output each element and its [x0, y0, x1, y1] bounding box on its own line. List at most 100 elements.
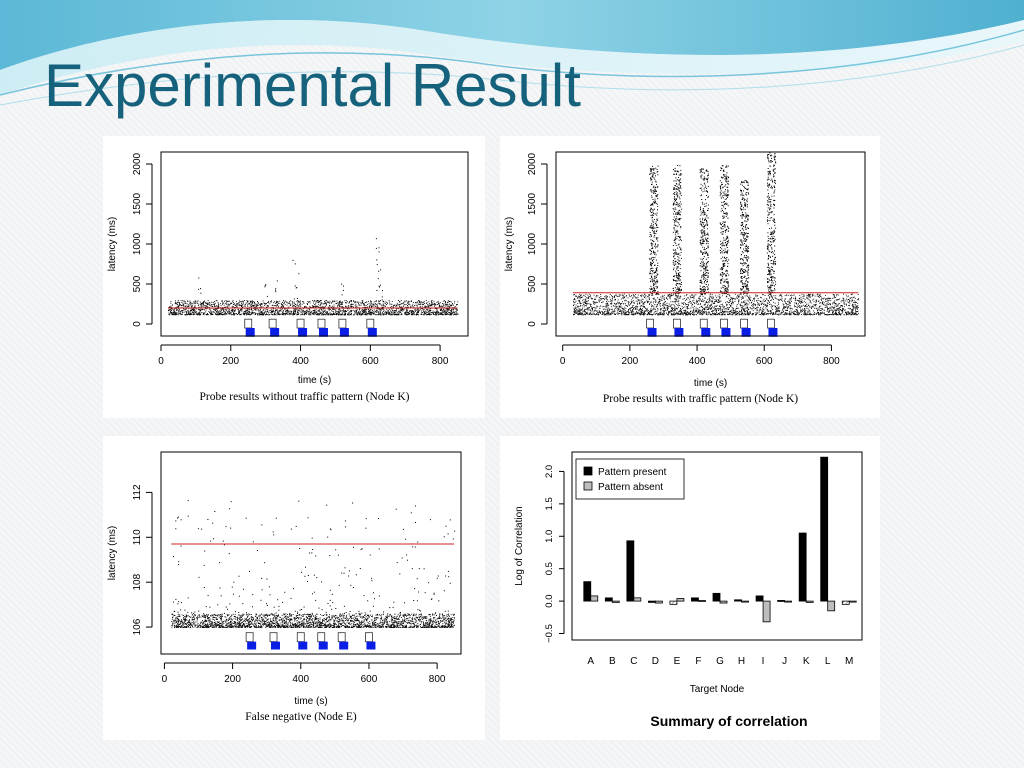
data-point	[851, 311, 853, 313]
data-point	[606, 313, 607, 314]
data-point	[573, 303, 575, 305]
data-point	[307, 311, 309, 312]
data-point	[665, 310, 667, 311]
data-point	[797, 307, 799, 309]
data-point	[845, 313, 847, 315]
data-point	[719, 301, 721, 303]
data-point	[385, 303, 386, 305]
data-point	[217, 302, 219, 304]
data-point	[701, 301, 702, 303]
data-point	[203, 301, 205, 303]
data-point	[593, 307, 595, 308]
data-point	[798, 313, 800, 315]
data-point	[404, 312, 405, 314]
data-point	[428, 313, 430, 315]
data-point	[278, 305, 279, 307]
data-point	[697, 311, 699, 313]
data-point	[401, 309, 403, 310]
data-point	[721, 312, 723, 313]
data-point	[713, 302, 715, 304]
data-point	[577, 309, 578, 311]
data-point	[675, 313, 677, 314]
data-point	[377, 308, 379, 310]
data-point	[628, 301, 629, 303]
data-point	[322, 310, 324, 312]
data-point	[261, 311, 262, 313]
data-point	[596, 310, 598, 312]
data-point	[436, 314, 437, 316]
data-point	[625, 296, 627, 298]
data-point	[770, 313, 771, 315]
data-point	[705, 312, 707, 314]
data-point	[688, 312, 690, 314]
data-point	[745, 303, 747, 305]
data-point	[825, 314, 827, 315]
data-point	[746, 303, 748, 304]
data-point	[698, 297, 700, 299]
data-point	[370, 300, 371, 302]
data-point	[393, 313, 395, 315]
data-point	[842, 307, 844, 309]
data-point	[573, 311, 575, 313]
data-point	[249, 306, 251, 308]
data-point	[211, 304, 213, 306]
data-point	[789, 308, 791, 310]
data-point	[426, 311, 428, 313]
data-point	[786, 313, 788, 315]
data-point	[429, 309, 431, 311]
data-point	[403, 304, 405, 306]
data-point	[212, 304, 214, 305]
data-point	[430, 312, 432, 313]
data-point	[699, 313, 701, 315]
data-point	[588, 303, 590, 305]
data-point	[360, 312, 362, 314]
data-point	[696, 309, 697, 311]
data-point	[777, 308, 779, 310]
data-point	[428, 313, 429, 315]
data-point	[700, 300, 702, 301]
data-point	[778, 310, 780, 312]
data-point	[375, 300, 377, 302]
data-point	[708, 305, 710, 307]
data-point	[250, 304, 252, 306]
data-point	[622, 310, 624, 312]
data-point	[445, 305, 447, 307]
data-point	[624, 303, 626, 304]
data-point	[384, 305, 386, 307]
data-point	[605, 304, 607, 306]
data-point	[311, 312, 313, 314]
data-point	[293, 308, 295, 310]
data-point	[774, 312, 776, 314]
data-point	[703, 300, 705, 301]
data-point	[193, 314, 195, 316]
data-point	[616, 312, 618, 314]
data-point	[455, 308, 457, 310]
data-point	[640, 300, 642, 302]
data-point	[668, 305, 670, 307]
data-point	[262, 314, 264, 316]
data-point	[693, 296, 695, 298]
data-point	[735, 312, 737, 314]
data-point	[591, 308, 593, 310]
data-point	[642, 303, 644, 305]
data-point	[621, 314, 623, 316]
data-point	[654, 311, 656, 313]
data-point	[855, 308, 857, 309]
data-point	[667, 307, 669, 309]
data-point	[401, 309, 403, 311]
data-point	[251, 306, 253, 308]
data-point	[274, 312, 276, 314]
data-point	[254, 312, 256, 314]
data-point	[378, 303, 380, 304]
data-point	[795, 309, 797, 310]
data-point	[225, 313, 227, 314]
data-point	[189, 310, 191, 312]
y-tick-label: 0	[132, 321, 143, 327]
data-point	[365, 309, 367, 311]
data-point	[402, 309, 404, 311]
data-point	[235, 313, 237, 315]
data-point	[803, 314, 805, 316]
data-point	[842, 311, 844, 313]
data-point	[203, 313, 205, 315]
data-point	[782, 308, 784, 309]
